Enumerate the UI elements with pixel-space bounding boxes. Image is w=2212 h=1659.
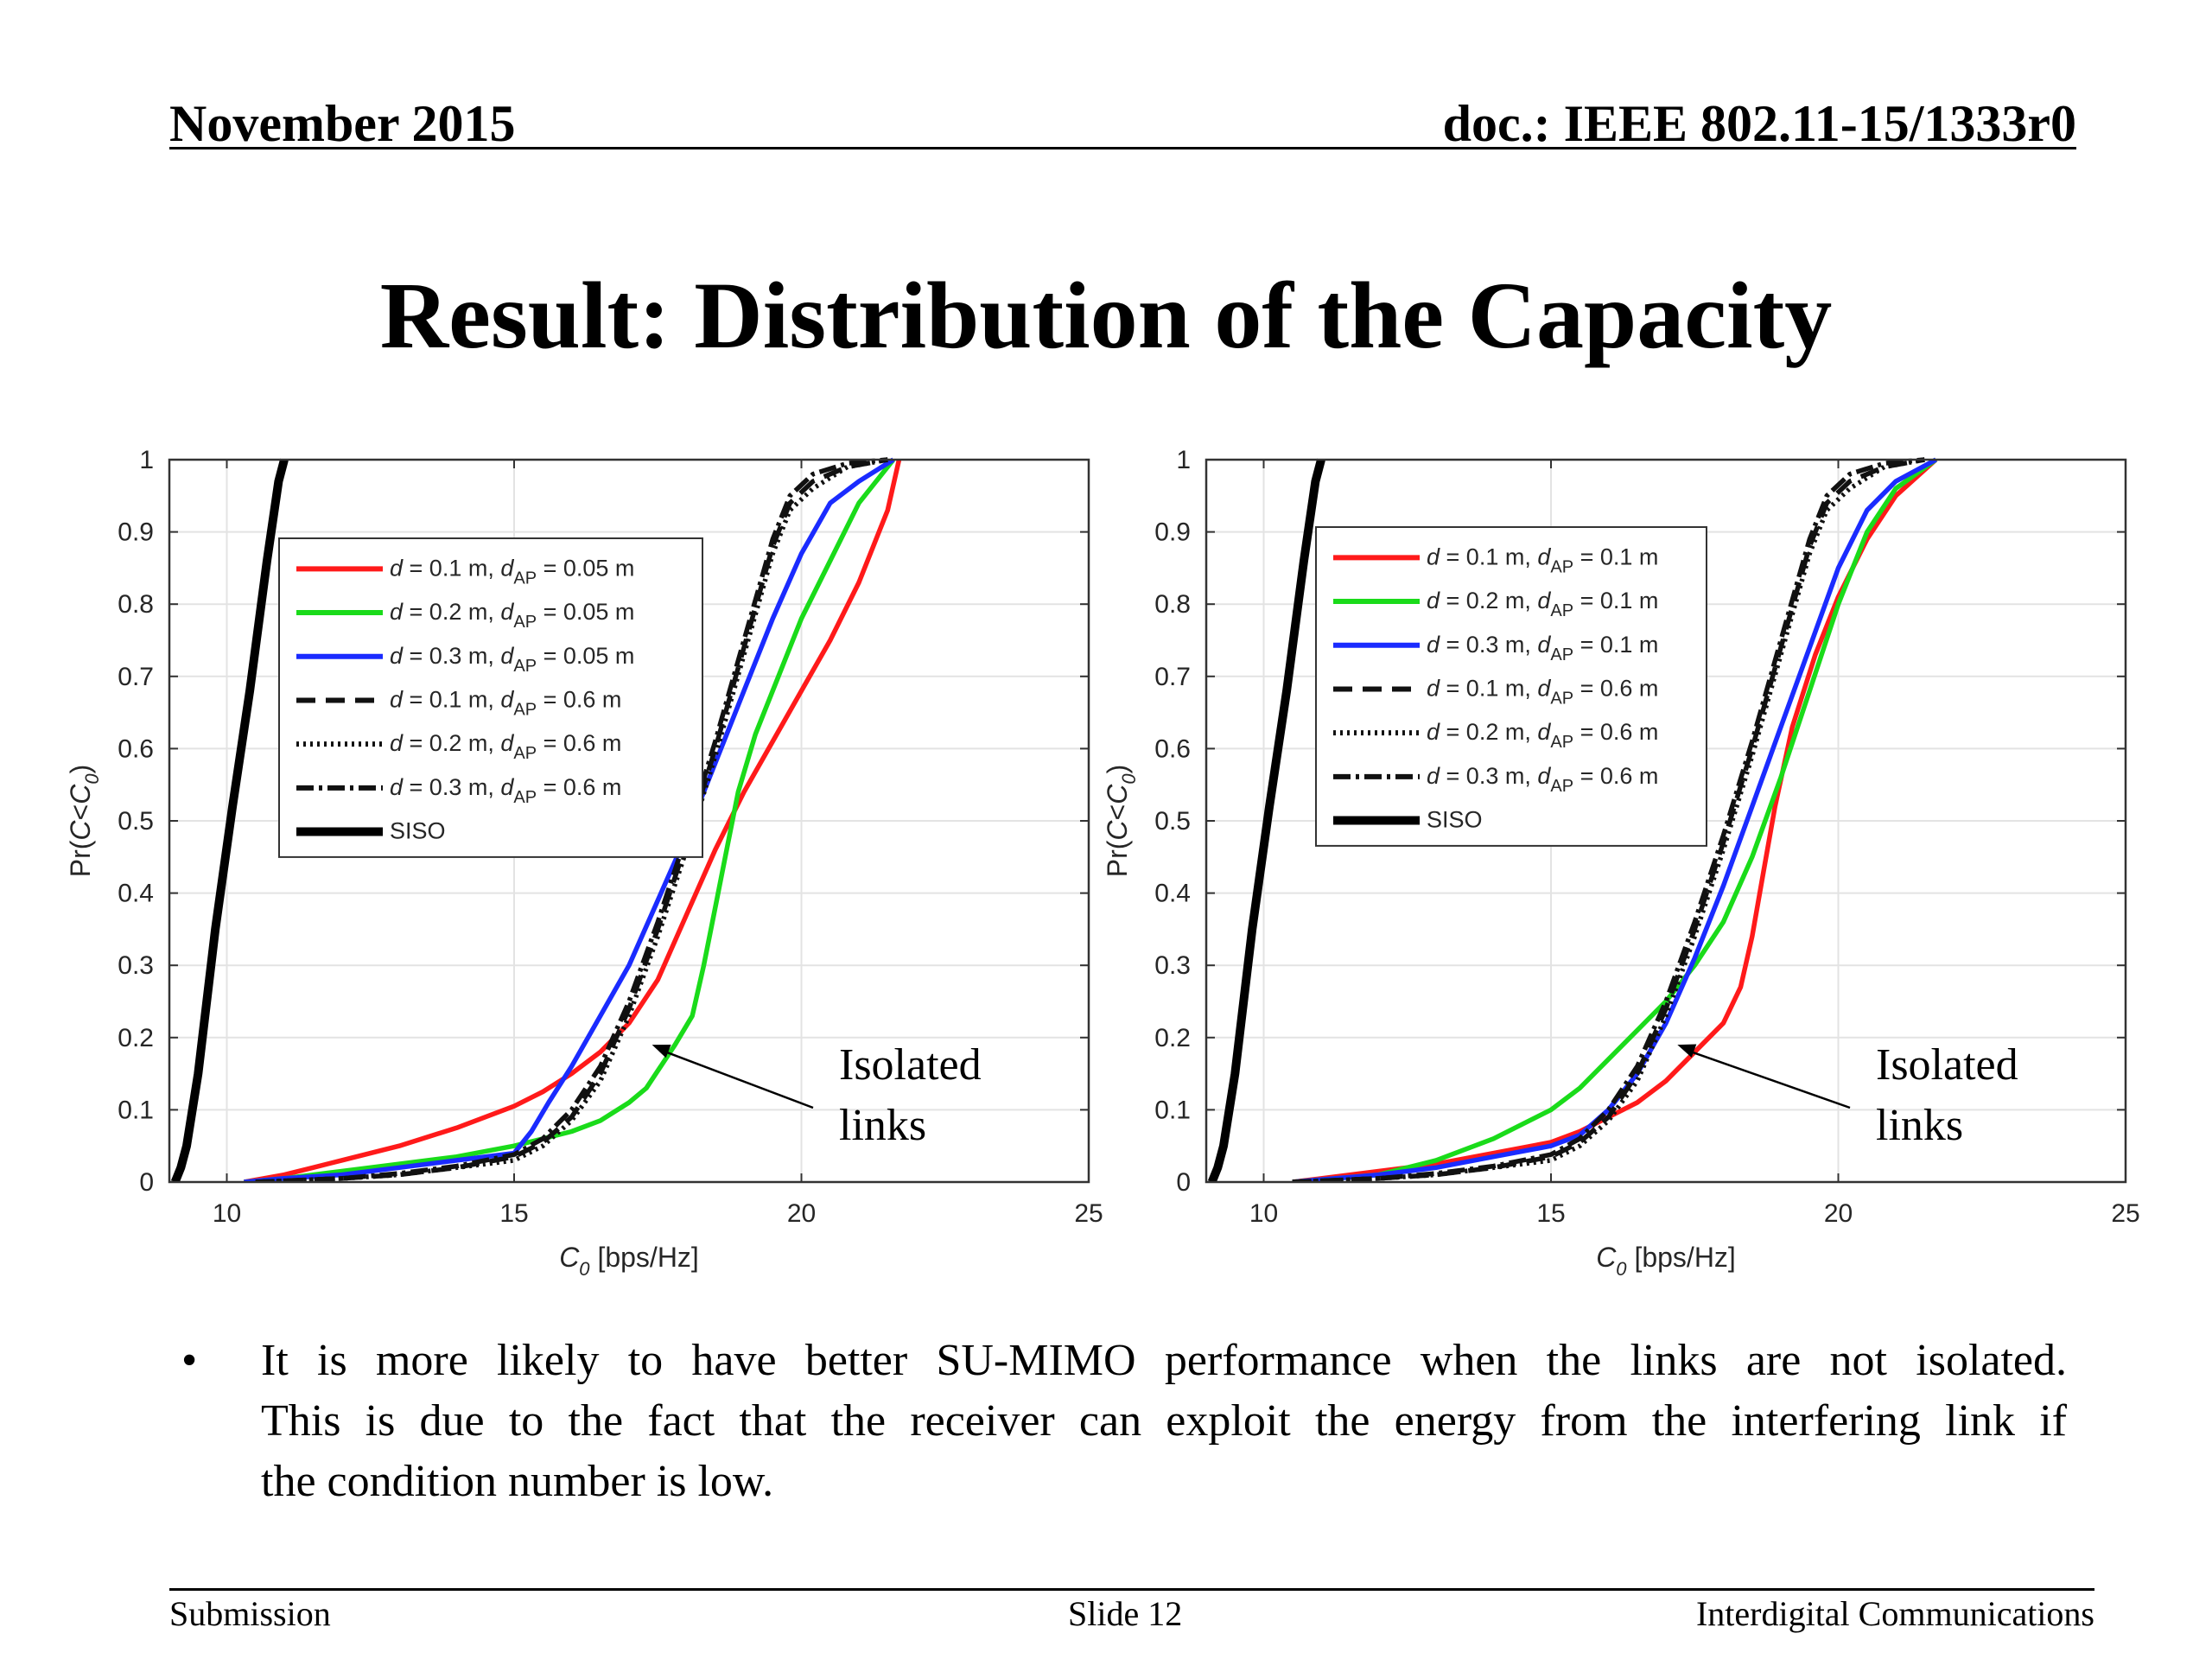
- y-tick-label: 0.2: [1154, 1024, 1191, 1052]
- legend: d = 0.1 m, dAP = 0.1 m d = 0.2 m, dAP = 0…: [1315, 526, 1707, 847]
- y-axis-label-group: Pr(C<C0): [1102, 765, 1140, 877]
- cdf-chart-left: 10 15 20 25 0 0.1 0.2 0.3 0.4 0.5 0.6 0.7 0.8 0.9 1 C0 …: [65, 446, 1103, 1280]
- legend-label: d = 0.2 m, dAP = 0.05 m: [390, 599, 634, 632]
- x-tick-label: 20: [1824, 1199, 1853, 1228]
- annotation-arrow: [660, 1048, 814, 1109]
- series-line-5: [255, 457, 888, 1182]
- legend-label: d = 0.1 m, dAP = 0.1 m: [1427, 543, 1658, 576]
- y-tick-label: 0.3: [118, 951, 154, 980]
- legend-label: d = 0.1 m, dAP = 0.6 m: [390, 686, 621, 719]
- x-tick-label: 15: [499, 1199, 528, 1228]
- y-axis-label: Pr(C<C0): [65, 765, 103, 877]
- x-tick-label: 15: [1536, 1199, 1565, 1228]
- axes-box: [1205, 458, 2127, 1184]
- y-tick-label: 0.2: [118, 1024, 154, 1052]
- annotation-isolated-links: Isolated links: [1677, 1040, 2018, 1150]
- x-tick-label: 10: [213, 1199, 241, 1228]
- series-line-1: [244, 459, 902, 1182]
- annotation-text: links: [839, 1101, 926, 1150]
- series-line-6: [1292, 457, 1925, 1182]
- footer-submission: Submission: [169, 1594, 331, 1633]
- annotation-text: Isolated: [839, 1040, 982, 1090]
- x-axis-label: C0 [bps/Hz]: [1596, 1242, 1736, 1280]
- legend-label: d = 0.2 m, dAP = 0.1 m: [1427, 588, 1658, 620]
- legend-label: SISO: [1427, 807, 1483, 833]
- bullet-line-2: This is due to the fact that the receive…: [261, 1396, 2067, 1446]
- y-tick-label: 0.1: [118, 1096, 154, 1124]
- series-line-6: [255, 457, 888, 1182]
- slide-title: Result: Distribution of the Capacity: [379, 263, 1833, 368]
- legend-label: d = 0.1 m, dAP = 0.05 m: [390, 555, 634, 588]
- y-axis-label-group: Pr(C<C0): [65, 765, 103, 877]
- y-tick-label: 0.4: [118, 880, 154, 908]
- series-line-7: [1207, 458, 1325, 1182]
- y-tick-label: 0.7: [1154, 663, 1191, 691]
- legend-label: SISO: [390, 818, 446, 844]
- annotation-text: links: [1876, 1101, 1963, 1150]
- footer-company: Interdigital Communications: [1695, 1594, 2094, 1633]
- y-axis-label: Pr(C<C0): [1102, 765, 1140, 877]
- header-rule: [169, 147, 2076, 149]
- y-tick-label: 1: [1176, 446, 1191, 474]
- annotation-isolated-links: Isolated links: [652, 1040, 982, 1150]
- annotation-arrowhead: [1677, 1044, 1697, 1058]
- y-tick-label: 0.9: [118, 518, 154, 547]
- series-group: [1207, 457, 1938, 1182]
- series-group: [170, 457, 902, 1182]
- y-tick-label: 0.5: [118, 807, 154, 836]
- legend-label: d = 0.3 m, dAP = 0.1 m: [1427, 632, 1658, 664]
- legend-label: d = 0.2 m, dAP = 0.6 m: [1427, 719, 1658, 752]
- y-tick-label: 0.6: [1154, 734, 1191, 763]
- legend-label: d = 0.3 m, dAP = 0.6 m: [390, 774, 621, 807]
- series-line-7: [170, 458, 289, 1182]
- series-line-5: [1292, 457, 1925, 1182]
- legend-box: [278, 537, 703, 858]
- y-tick-label: 0: [1176, 1168, 1191, 1197]
- y-tick-label: 0.9: [1154, 518, 1191, 547]
- axis-ticks: 10 15 20 25 0 0.1 0.2 0.3 0.4 0.5 0.6 0.7 0.8 0.9 1: [118, 446, 1103, 1228]
- legend-label: d = 0.3 m, dAP = 0.6 m: [1427, 763, 1658, 796]
- axis-ticks: 10 15 20 25 0 0.1 0.2 0.3 0.4 0.5 0.6 0.7 0.8 0.9 1: [1154, 446, 2139, 1228]
- y-tick-label: 0.8: [118, 590, 154, 619]
- bullet-symbol: •: [181, 1336, 198, 1385]
- header-doc-id: doc.: IEEE 802.11-15/1333r0: [1442, 95, 2076, 152]
- series-line-1: [1292, 457, 1938, 1182]
- x-axis-label: C0 [bps/Hz]: [559, 1242, 699, 1280]
- y-tick-label: 0: [139, 1168, 154, 1197]
- y-tick-label: 1: [139, 446, 154, 474]
- series-line-3: [244, 457, 895, 1182]
- legend-label: d = 0.1 m, dAP = 0.6 m: [1427, 675, 1658, 708]
- x-tick-label: 10: [1249, 1199, 1278, 1228]
- bullet-line-1: It is more likely to have better SU-MIMO…: [261, 1336, 2067, 1385]
- footer-slide-number: Slide 12: [1068, 1594, 1183, 1633]
- series-line-2: [1292, 457, 1938, 1182]
- y-tick-label: 0.1: [1154, 1096, 1191, 1124]
- y-tick-label: 0.3: [1154, 951, 1191, 980]
- legend-label: d = 0.2 m, dAP = 0.6 m: [390, 730, 621, 763]
- bullet-text: It is more likely to have better SU-MIMO…: [261, 1331, 2067, 1512]
- y-tick-label: 0.7: [118, 663, 154, 691]
- annotation-arrow: [1685, 1048, 1851, 1109]
- header-date: November 2015: [169, 95, 516, 152]
- legend: d = 0.1 m, dAP = 0.05 m d = 0.2 m, dAP = …: [278, 537, 703, 858]
- legend-label: d = 0.3 m, dAP = 0.05 m: [390, 643, 634, 676]
- footer-rule: [169, 1588, 2094, 1591]
- y-tick-label: 0.5: [1154, 807, 1191, 836]
- y-tick-label: 0.8: [1154, 590, 1191, 619]
- x-tick-label: 25: [1074, 1199, 1103, 1228]
- x-tick-label: 20: [787, 1199, 816, 1228]
- series-line-3: [1292, 457, 1937, 1182]
- y-tick-label: 0.4: [1154, 880, 1191, 908]
- series-line-2: [244, 458, 896, 1182]
- x-tick-label: 25: [2111, 1199, 2139, 1228]
- annotation-arrowhead: [652, 1044, 671, 1058]
- axes-box: [168, 458, 1090, 1184]
- y-tick-label: 0.6: [118, 734, 154, 763]
- bullet-line-3: the condition number is low.: [261, 1457, 774, 1506]
- annotation-text: Isolated: [1876, 1040, 2018, 1090]
- cdf-chart-right: 10 15 20 25 0 0.1 0.2 0.3 0.4 0.5 0.6 0.7 0.8 0.9 1 C0 …: [1102, 446, 2140, 1280]
